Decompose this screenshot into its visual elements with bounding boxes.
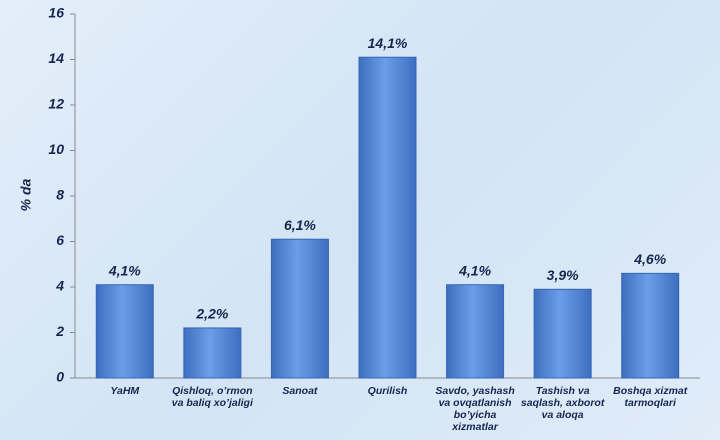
bar xyxy=(95,284,154,379)
y-tick-label: 6 xyxy=(56,232,64,248)
y-axis-title: % da xyxy=(18,178,34,211)
value-label: 3,9% xyxy=(547,267,579,283)
bar xyxy=(621,272,680,379)
x-tick-label: Sanoat xyxy=(282,385,318,397)
value-label: 4,6% xyxy=(633,251,666,267)
x-tick-label: Savdo, yashash va ovqatlanish bo’yicha x… xyxy=(435,385,515,433)
x-tick-label: Qishloq, o’rmon va baliq xo’jaligi xyxy=(171,385,253,409)
bar xyxy=(533,288,592,379)
value-label: 14,1% xyxy=(368,35,408,51)
bar xyxy=(270,238,329,379)
bar xyxy=(446,284,505,379)
x-tick-label: Tashish va saqlash, axborot va aloqa xyxy=(520,385,605,421)
bar xyxy=(183,327,242,379)
x-tick-label: YaHM xyxy=(110,385,140,397)
y-tick-label: 0 xyxy=(56,369,64,385)
y-tick-label: 16 xyxy=(48,5,64,21)
y-tick-label: 4 xyxy=(55,278,64,294)
value-label: 4,1% xyxy=(458,262,491,278)
value-label: 2,2% xyxy=(195,306,228,322)
y-tick-label: 10 xyxy=(48,141,64,157)
y-tick-label: 8 xyxy=(56,187,64,203)
value-label: 4,1% xyxy=(108,262,141,278)
bar xyxy=(358,56,417,379)
y-tick-label: 2 xyxy=(55,323,64,339)
x-tick-label: Boshqa xizmat tarmoqlari xyxy=(613,385,688,409)
value-label: 6,1% xyxy=(284,217,316,233)
y-tick-label: 14 xyxy=(48,50,64,66)
y-tick-label: 12 xyxy=(48,96,64,112)
x-tick-label: Qurilish xyxy=(367,385,408,397)
